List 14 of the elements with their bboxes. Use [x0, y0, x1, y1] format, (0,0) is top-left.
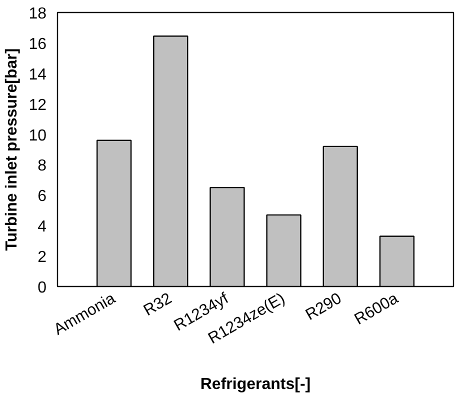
y-tick-label: 18: [28, 6, 47, 22]
y-tick-label: 4: [38, 218, 47, 236]
y-tick-label: 10: [28, 127, 47, 144]
y-tick-label: 2: [38, 249, 47, 266]
x-axis-title: Refrigerants[-]: [200, 376, 311, 393]
x-tick-label: R32: [140, 290, 175, 320]
y-tick-label: 12: [28, 96, 47, 114]
x-tick-label: R290: [302, 290, 345, 324]
y-tick-label: 6: [38, 188, 47, 206]
y-tick-label: 14: [28, 66, 47, 84]
y-axis-title: Turbine inlet pressure[bar]: [4, 48, 21, 251]
y-tick-label: 16: [28, 36, 47, 53]
y-tick-label: 8: [38, 158, 47, 175]
y-tick-label: 0: [38, 280, 47, 296]
